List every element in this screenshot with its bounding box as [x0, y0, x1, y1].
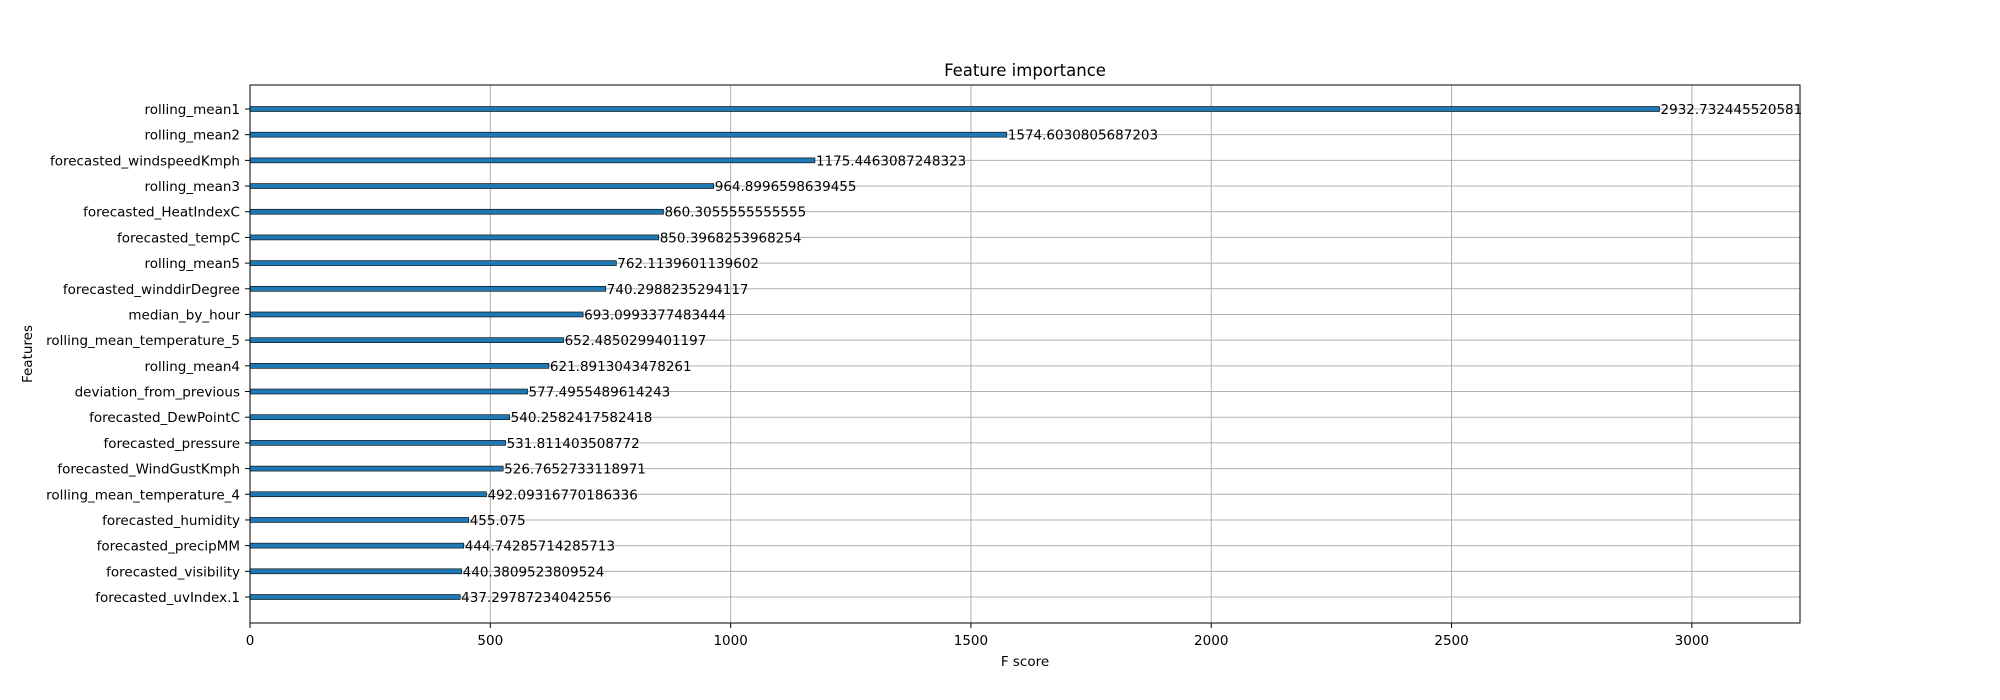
category-label: forecasted_winddirDegree	[63, 282, 240, 298]
bar-12	[249, 414, 510, 421]
x-tick-label: 2500	[1434, 633, 1468, 649]
value-label: 540.2582417582418	[511, 410, 653, 426]
bar-6	[249, 260, 617, 266]
chart-title: Feature importance	[944, 61, 1106, 80]
value-label: 577.4955489614243	[529, 385, 671, 401]
category-label: forecasted_tempC	[117, 230, 240, 246]
category-label: rolling_mean2	[144, 128, 240, 144]
value-label: 526.7652733118971	[504, 462, 646, 478]
category-label: rolling_mean_temperature_4	[46, 487, 240, 503]
bar-9	[249, 337, 564, 343]
bar-10	[249, 363, 550, 369]
bar-17	[249, 542, 465, 549]
value-label: 693.0993377483444	[584, 307, 726, 323]
category-label: deviation_from_previous	[75, 385, 240, 401]
value-label: 531.811403508772	[507, 436, 640, 452]
x-tick-label: 2000	[1194, 633, 1228, 649]
category-label: forecasted_DewPointC	[89, 410, 240, 426]
value-label: 850.3968253968254	[660, 230, 802, 246]
value-label: 1175.4463087248323	[816, 153, 966, 169]
value-label: 440.3809523809524	[463, 564, 605, 580]
bar-0	[249, 106, 1660, 112]
bar-14	[249, 465, 504, 472]
value-label: 1574.6030805687203	[1008, 128, 1158, 144]
bar-19	[249, 594, 461, 600]
category-label: rolling_mean_temperature_5	[46, 333, 240, 349]
value-label: 964.8996598639455	[715, 179, 857, 195]
category-label: median_by_hour	[128, 307, 240, 323]
value-label: 740.2988235294117	[607, 282, 749, 298]
category-label: rolling_mean3	[144, 179, 240, 195]
bar-1	[249, 131, 1008, 138]
category-label: forecasted_precipMM	[97, 539, 240, 555]
bar-2	[249, 157, 816, 164]
category-label: forecasted_visibility	[106, 564, 240, 580]
bar-11	[249, 388, 528, 395]
y-axis-label: Features	[20, 325, 36, 383]
bar-15	[249, 491, 487, 498]
category-label: rolling_mean4	[144, 359, 240, 375]
category-label: forecasted_humidity	[102, 513, 240, 529]
bar-18	[249, 568, 462, 575]
category-label: rolling_mean5	[144, 256, 240, 272]
value-label: 652.4850299401197	[565, 333, 707, 349]
bar-5	[249, 234, 660, 241]
x-tick-label: 1500	[954, 633, 988, 649]
x-tick-label: 1000	[713, 633, 747, 649]
category-label: forecasted_pressure	[103, 436, 240, 452]
category-label: forecasted_WindGustKmph	[57, 462, 240, 478]
category-label: forecasted_HeatIndexC	[83, 205, 240, 221]
bar-7	[249, 285, 607, 292]
value-label: 621.8913043478261	[550, 359, 692, 375]
ticks-layer	[245, 108, 1693, 628]
value-label: 860.3055555555555	[664, 205, 806, 221]
bar-16	[249, 517, 470, 523]
category-label: forecasted_uvIndex.1	[95, 590, 240, 606]
bar-3	[249, 183, 715, 189]
value-label: 762.1139601139602	[617, 256, 759, 272]
x-tick-label: 0	[246, 633, 255, 649]
bar-13	[249, 440, 506, 446]
value-label: 437.29787234042556	[461, 590, 611, 606]
bar-8	[249, 311, 584, 318]
x-axis-label: F score	[1001, 654, 1049, 670]
value-label: 2932.732445520581	[1661, 102, 1803, 118]
value-label: 455.075	[470, 513, 526, 529]
x-tick-label: 3000	[1675, 633, 1709, 649]
plot-frame	[249, 84, 1801, 624]
value-label: 444.74285714285713	[465, 539, 615, 555]
bar-4	[249, 208, 664, 215]
labels-layer: 0 500 1000 1500 2000 2500 3000 rolling_mean1 293…	[46, 102, 1802, 649]
category-label: rolling_mean1	[144, 102, 240, 118]
x-tick-label: 500	[477, 633, 503, 649]
category-label: forecasted_windspeedKmph	[50, 153, 240, 169]
value-label: 492.09316770186336	[488, 487, 638, 503]
